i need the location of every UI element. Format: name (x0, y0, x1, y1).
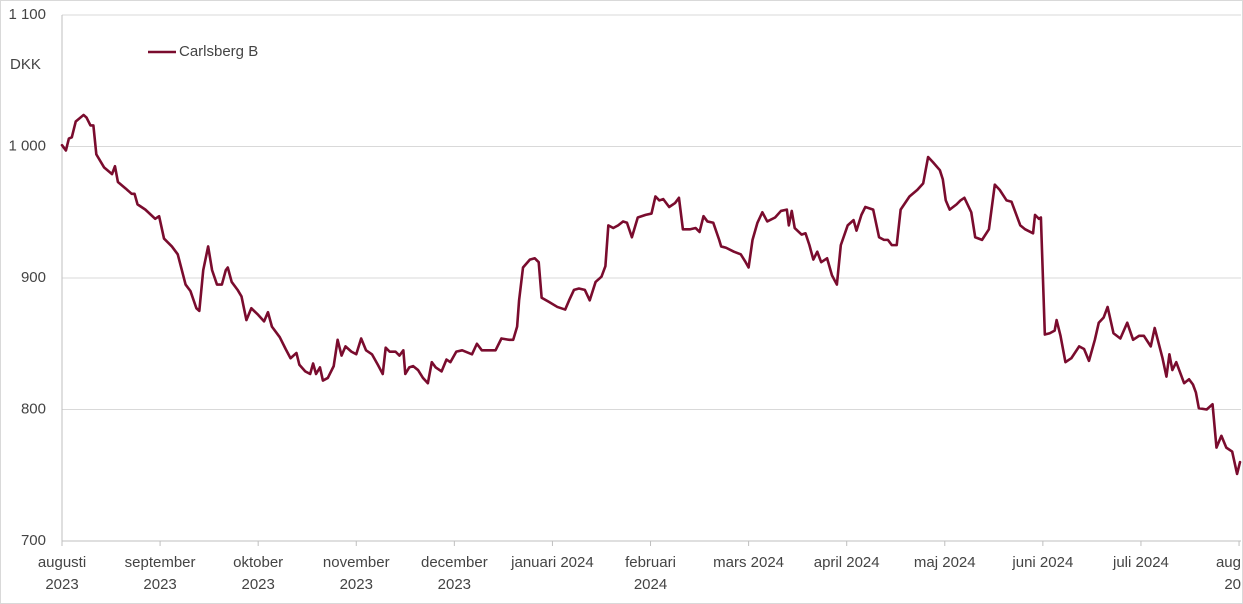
x-tick-label: februari (625, 554, 676, 571)
x-tick-label: augusti (38, 554, 86, 571)
x-tick-label: april 2024 (814, 554, 880, 571)
y-unit-label: DKK (10, 56, 41, 73)
y-tick-label: 1 100 (8, 6, 46, 23)
y-tick-label: 700 (21, 532, 46, 549)
x-tick-label: 2023 (438, 576, 471, 593)
x-tick-label: september (125, 554, 196, 571)
x-tick-label: mars 2024 (713, 554, 784, 571)
x-tick-label: 2024 (634, 576, 667, 593)
x-tick-label: december (421, 554, 488, 571)
x-tick-label: maj 2024 (914, 554, 976, 571)
x-tick-label: 20 (1224, 576, 1241, 593)
line-series (60, 113, 1242, 476)
x-tick-label: 2023 (340, 576, 373, 593)
legend-label: Carlsberg B (179, 43, 258, 60)
x-tick-label: 2023 (143, 576, 176, 593)
x-tick-label: januari 2024 (510, 554, 594, 571)
x-tick-label: november (323, 554, 390, 571)
x-tick-label: 2023 (241, 576, 274, 593)
x-tick-label: oktober (233, 554, 283, 571)
y-tick-label: 1 000 (8, 137, 46, 154)
x-tick-label: aug (1216, 554, 1241, 571)
x-tick-label: juli 2024 (1112, 554, 1169, 571)
x-tick-label: 2023 (45, 576, 78, 593)
y-tick-label: 900 (21, 269, 46, 286)
y-tick-label: 800 (21, 400, 46, 417)
x-tick-label: juni 2024 (1011, 554, 1073, 571)
